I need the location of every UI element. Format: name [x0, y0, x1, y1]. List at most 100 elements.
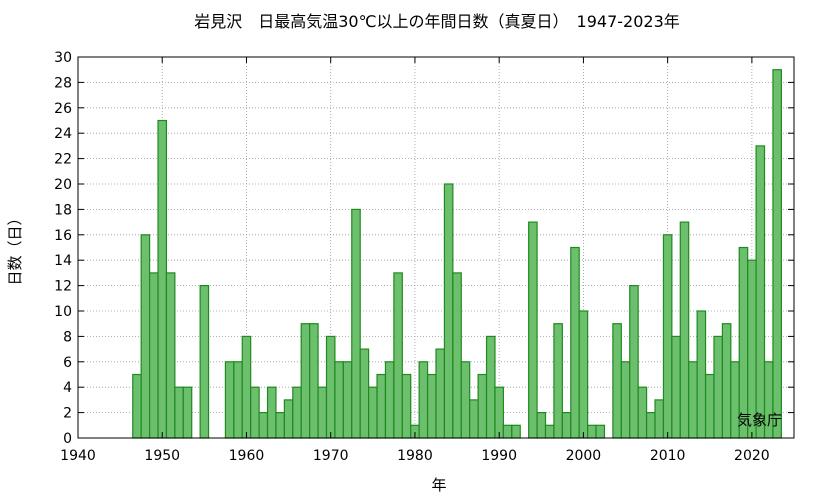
bar-2008 [645, 412, 656, 439]
bar-1990 [494, 386, 504, 439]
bar-1963 [266, 386, 277, 439]
bar-1969 [317, 386, 328, 439]
bar-1951 [165, 272, 176, 439]
y-tick-label: 16 [54, 228, 72, 244]
bar-1952 [174, 386, 184, 439]
bar-1999 [570, 246, 580, 439]
bar-1985 [452, 272, 462, 439]
y-tick-label: 2 [63, 406, 72, 422]
bar-2001 [587, 424, 597, 439]
bar-1959 [233, 361, 243, 439]
bar-1994 [528, 221, 538, 439]
bar-2016 [713, 335, 723, 439]
bar-2014 [696, 310, 707, 439]
y-tick-label: 20 [54, 177, 72, 193]
x-tick-label: 2000 [566, 448, 602, 464]
bar-2004 [612, 323, 622, 439]
bar-1995 [536, 412, 547, 439]
bar-2007 [637, 386, 648, 439]
y-tick-label: 12 [54, 279, 72, 295]
bar-2010 [662, 234, 673, 439]
y-tick-label: 6 [63, 355, 72, 371]
bar-2005 [620, 361, 631, 439]
bar-1989 [485, 335, 496, 439]
bar-1965 [283, 399, 294, 439]
bar-1992 [511, 424, 521, 439]
bar-1972 [342, 361, 353, 439]
x-tick-label: 1950 [144, 448, 180, 464]
bar-1997 [553, 323, 563, 439]
bar-2009 [654, 399, 665, 439]
bar-1974 [359, 348, 370, 439]
bar-1955 [199, 285, 210, 439]
y-tick-label: 18 [54, 202, 72, 218]
bar-1986 [460, 361, 471, 439]
x-axis: 1940 1950 1960 1970 1980 1990 2000 2010 2020 [60, 57, 770, 464]
bar-1996 [544, 424, 555, 439]
y-tick-label: 26 [54, 101, 72, 117]
bar-1998 [561, 412, 572, 439]
bar-1966 [292, 386, 302, 439]
bar-1975 [368, 386, 378, 439]
y-tick-label: 8 [63, 329, 72, 345]
x-tick-label: 2020 [734, 448, 770, 464]
bar-2023 [772, 69, 782, 439]
bar-1982 [426, 373, 437, 439]
chart-title: 岩見沢 日最高気温30℃以上の年間日数（真夏日） 1947-2023年 [194, 12, 680, 31]
x-tick-label: 1940 [60, 448, 96, 464]
bar-1964 [275, 412, 285, 439]
bar-2006 [629, 285, 639, 439]
bar-1968 [309, 323, 319, 439]
y-tick-label: 0 [63, 431, 72, 447]
y-tick-label: 24 [54, 126, 72, 142]
bar-1984 [443, 183, 454, 439]
bar-1948 [140, 234, 151, 439]
bar-1950 [157, 119, 168, 439]
x-tick-label: 1960 [229, 448, 265, 464]
x-tick-label: 1980 [397, 448, 433, 464]
bar-1960 [241, 335, 252, 439]
bars [132, 69, 782, 439]
bar-2011 [671, 335, 681, 439]
bar-1967 [300, 323, 311, 439]
y-tick-label: 30 [54, 50, 72, 66]
bar-2012 [679, 221, 690, 439]
y-tick-label: 4 [63, 380, 72, 396]
bar-1962 [258, 412, 269, 439]
bar-2015 [704, 373, 715, 439]
bar-2013 [688, 361, 698, 439]
bar-1981 [418, 361, 429, 439]
y-tick-label: 10 [54, 304, 72, 320]
bar-1953 [182, 386, 193, 439]
bar-1961 [250, 386, 260, 439]
bar-2017 [721, 323, 732, 439]
bar-2019 [738, 246, 749, 439]
y-tick-label: 28 [54, 75, 72, 91]
bar-1949 [149, 272, 159, 439]
bar-1987 [469, 399, 479, 439]
credit-label: 気象庁 [737, 411, 782, 429]
bar-1973 [351, 208, 361, 439]
bar-1988 [477, 373, 488, 439]
bar-2021 [755, 145, 766, 439]
bar-1970 [325, 335, 336, 439]
x-tick-label: 1990 [481, 448, 517, 464]
plot-frame [77, 56, 795, 439]
bar-1977 [384, 361, 395, 439]
bar-2000 [578, 310, 589, 439]
bar-2002 [595, 424, 606, 439]
x-axis-label: 年 [431, 476, 446, 494]
bar-1979 [401, 373, 412, 439]
bar-1976 [376, 373, 387, 439]
x-tick-label: 1970 [313, 448, 349, 464]
bar-1971 [334, 361, 344, 439]
bar-1978 [393, 272, 403, 439]
bar-1947 [132, 373, 142, 439]
y-tick-label: 14 [54, 253, 72, 269]
bar-1991 [502, 424, 513, 439]
y-axis-label: 日数（日） [6, 210, 24, 285]
bar-1983 [435, 348, 446, 439]
bar-1958 [224, 361, 235, 439]
